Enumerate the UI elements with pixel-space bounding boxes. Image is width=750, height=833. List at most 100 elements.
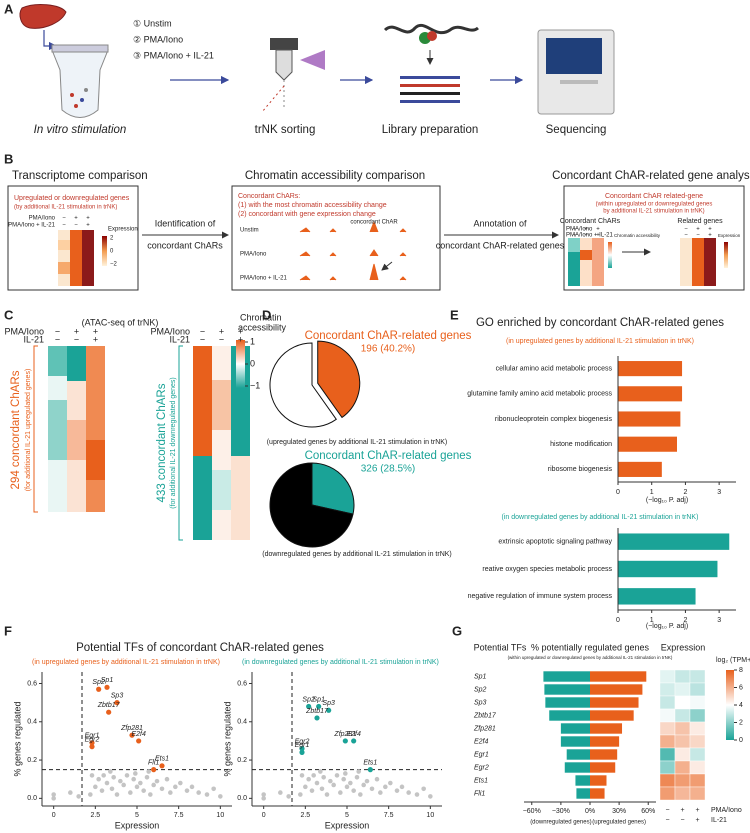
point — [321, 774, 326, 780]
legend-title: Expression — [108, 227, 138, 233]
step-title: Concordant ChAR-related gene analysis — [552, 170, 750, 182]
heat-cell — [689, 786, 706, 801]
point — [99, 788, 105, 793]
bar — [590, 749, 618, 760]
point — [134, 784, 140, 790]
bar — [590, 788, 605, 799]
point — [128, 790, 133, 795]
point — [414, 792, 420, 797]
x-tick-label: 3 — [717, 489, 721, 496]
category-label: Ets1 — [474, 777, 488, 784]
sign: + — [86, 223, 90, 229]
point — [261, 796, 266, 801]
sign: + — [680, 807, 684, 814]
point — [148, 792, 153, 797]
panel-title: (ATAC-seq of trNK) — [82, 317, 159, 327]
point — [114, 700, 120, 706]
category-label: ribonucleoprotein complex biogenesis — [495, 416, 613, 423]
point — [303, 784, 308, 790]
y-tick-label: 0.0 — [237, 795, 247, 802]
point — [108, 769, 113, 774]
bar — [618, 386, 683, 402]
row-label: PMA/Iono + IL-21 — [8, 223, 56, 229]
point — [204, 792, 210, 797]
sign: − — [684, 233, 688, 239]
condition: ② PMA/Iono — [133, 34, 183, 44]
point — [118, 778, 123, 784]
legend-title: Expression — [718, 233, 741, 238]
x-tick-label: 5 — [135, 812, 139, 819]
panel-label: B — [4, 151, 13, 166]
heat-cell — [674, 747, 691, 762]
point — [306, 703, 312, 710]
legend-tick-label: 2 — [739, 719, 743, 726]
point — [334, 773, 340, 778]
point-label: Sp3 — [322, 700, 335, 707]
box-heading: Upregulated or downregulated genes — [14, 195, 130, 202]
row-label: IL-21 — [711, 817, 727, 824]
point — [184, 788, 190, 793]
x-tick-label: 0 — [262, 812, 266, 819]
heat-cell — [659, 669, 676, 684]
heat-cell — [689, 734, 706, 749]
value-label: 326 (28.5%) — [361, 464, 415, 475]
sign: + — [708, 233, 712, 239]
bar — [575, 775, 590, 786]
point — [88, 792, 93, 797]
point — [51, 792, 56, 797]
point — [428, 794, 433, 799]
box-note: (within upregulated or downregulated gen… — [596, 202, 713, 208]
point — [164, 776, 170, 782]
y-tick-label: 0.4 — [27, 719, 37, 726]
point — [318, 769, 323, 774]
sign: − — [572, 227, 576, 233]
cluster-note: (for additional IL-21 downregulated gene… — [170, 377, 177, 509]
x-tick-label: 0 — [616, 489, 620, 496]
condition: ③ PMA/Iono + IL-21 — [133, 50, 214, 60]
category-label: Zbtb17 — [473, 712, 497, 719]
heat-cell — [674, 773, 691, 788]
point — [311, 773, 316, 778]
y-tick-label: 0.4 — [237, 719, 247, 726]
icons-a — [19, 4, 615, 118]
point — [358, 792, 363, 797]
x-tick-label: 1 — [650, 489, 654, 496]
legend-tick: 2 — [110, 236, 114, 242]
bar — [618, 533, 730, 550]
sign: − — [219, 334, 224, 344]
sign: − — [665, 817, 669, 824]
panel-label: C — [4, 307, 14, 322]
point — [146, 769, 151, 774]
x-tick-label: 0% — [585, 808, 595, 815]
heat-cell — [674, 682, 691, 697]
point — [314, 780, 320, 786]
pie-title: Concordant ChAR-related genes — [305, 450, 472, 462]
sign: − — [62, 223, 66, 229]
sign: + — [596, 227, 600, 233]
point — [316, 703, 322, 710]
legend-tick-label: −1 — [250, 380, 260, 390]
point — [141, 788, 146, 793]
colorbar — [726, 670, 734, 740]
point — [89, 773, 95, 778]
box-note: (by additional IL-21 stimulation in trNK… — [14, 205, 117, 211]
category-label: Sp1 — [474, 673, 487, 680]
legend-tick-label: 8 — [739, 667, 743, 674]
panel-title: Potential TFs of concordant ChAR-related… — [76, 642, 324, 654]
point — [154, 778, 160, 784]
point — [356, 769, 361, 774]
point — [286, 794, 291, 799]
sign: − — [696, 233, 700, 239]
row-label: PMA/Iono — [29, 216, 56, 222]
bar — [618, 411, 681, 427]
box-note: by additional IL-21 stimulation in trNK) — [603, 209, 704, 215]
row-label: IL-21 — [169, 334, 190, 344]
point-label: Egr1 — [85, 733, 100, 740]
point — [383, 784, 388, 790]
heatmaps-c — [33, 340, 250, 541]
boxes-b — [7, 185, 745, 291]
column-note: (within upregulated or downregulated gen… — [508, 655, 673, 660]
point-label: Sp1 — [312, 696, 325, 703]
bar — [543, 671, 590, 682]
panel-label: A — [4, 1, 14, 16]
